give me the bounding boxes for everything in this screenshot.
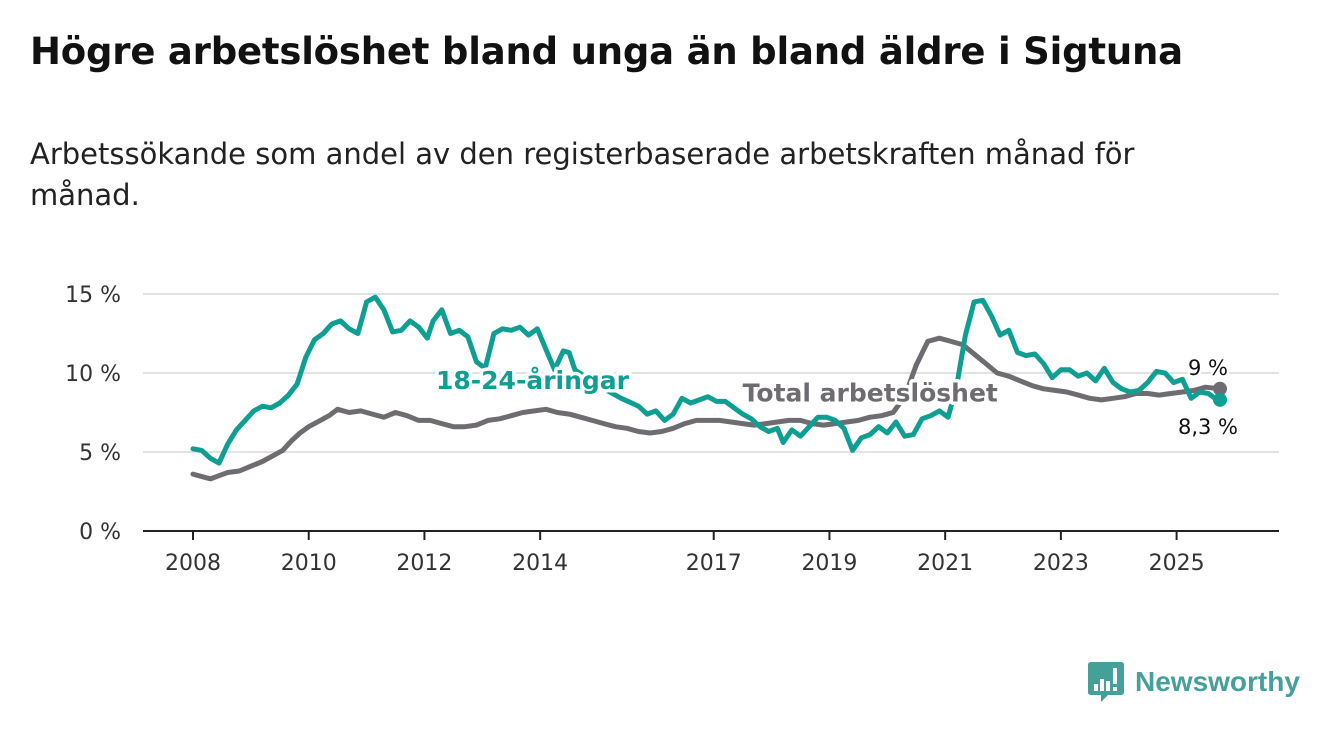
- x-tick-label-2023: 2023: [1033, 551, 1089, 576]
- y-tick-label-5: 5 %: [79, 441, 121, 466]
- y-tick-label-0: 0 %: [79, 520, 121, 545]
- series-line-0: [190, 335, 1223, 482]
- x-tick-label-2019: 2019: [801, 551, 857, 576]
- x-tick-label-2017: 2017: [686, 551, 742, 576]
- series-label-0: Total arbetslöshet: [743, 378, 998, 407]
- y-axis-labels: 0 % 5 % 10 % 15 %: [65, 283, 121, 545]
- series-labels: Total arbetslöshet 9 % 18-24-åringar 8,3 %: [433, 353, 1241, 441]
- newsworthy-brand: Newsworthy: [1088, 660, 1300, 704]
- x-tick-label-2025: 2025: [1149, 551, 1205, 576]
- chart-title: Högre arbetslöshet bland unga än bland ä…: [30, 30, 1183, 73]
- brand-name: Newsworthy: [1135, 666, 1300, 697]
- series-end-dot-1: [1213, 392, 1227, 407]
- series-end-label-0: 9 %: [1188, 356, 1228, 380]
- series-line-1: [190, 294, 1223, 466]
- series-end-label-1: 8,3 %: [1178, 415, 1238, 439]
- series-end-dot-0: [1213, 381, 1227, 396]
- y-tick-label-15: 15 %: [65, 283, 121, 308]
- x-tick-label-2012: 2012: [396, 551, 452, 576]
- x-tick-label-2008: 2008: [165, 551, 221, 576]
- x-tick-label-2014: 2014: [512, 551, 568, 576]
- x-axis: 2008 2010 2012 2014 2017 2019 2021 2023 2025: [143, 530, 1279, 576]
- x-tick-label-2010: 2010: [281, 551, 337, 576]
- bar-chart-logo-icon: [1088, 662, 1124, 702]
- y-tick-label-10: 10 %: [65, 362, 121, 387]
- x-tick-label-2021: 2021: [917, 551, 973, 576]
- series-label-1: 18-24-åringar: [436, 366, 630, 395]
- chart-subtitle: Arbetssökande som andel av den registerb…: [30, 137, 1135, 212]
- series-lines: [190, 294, 1227, 482]
